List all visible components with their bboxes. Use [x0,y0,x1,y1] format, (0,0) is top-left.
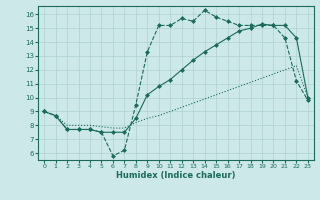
X-axis label: Humidex (Indice chaleur): Humidex (Indice chaleur) [116,171,236,180]
